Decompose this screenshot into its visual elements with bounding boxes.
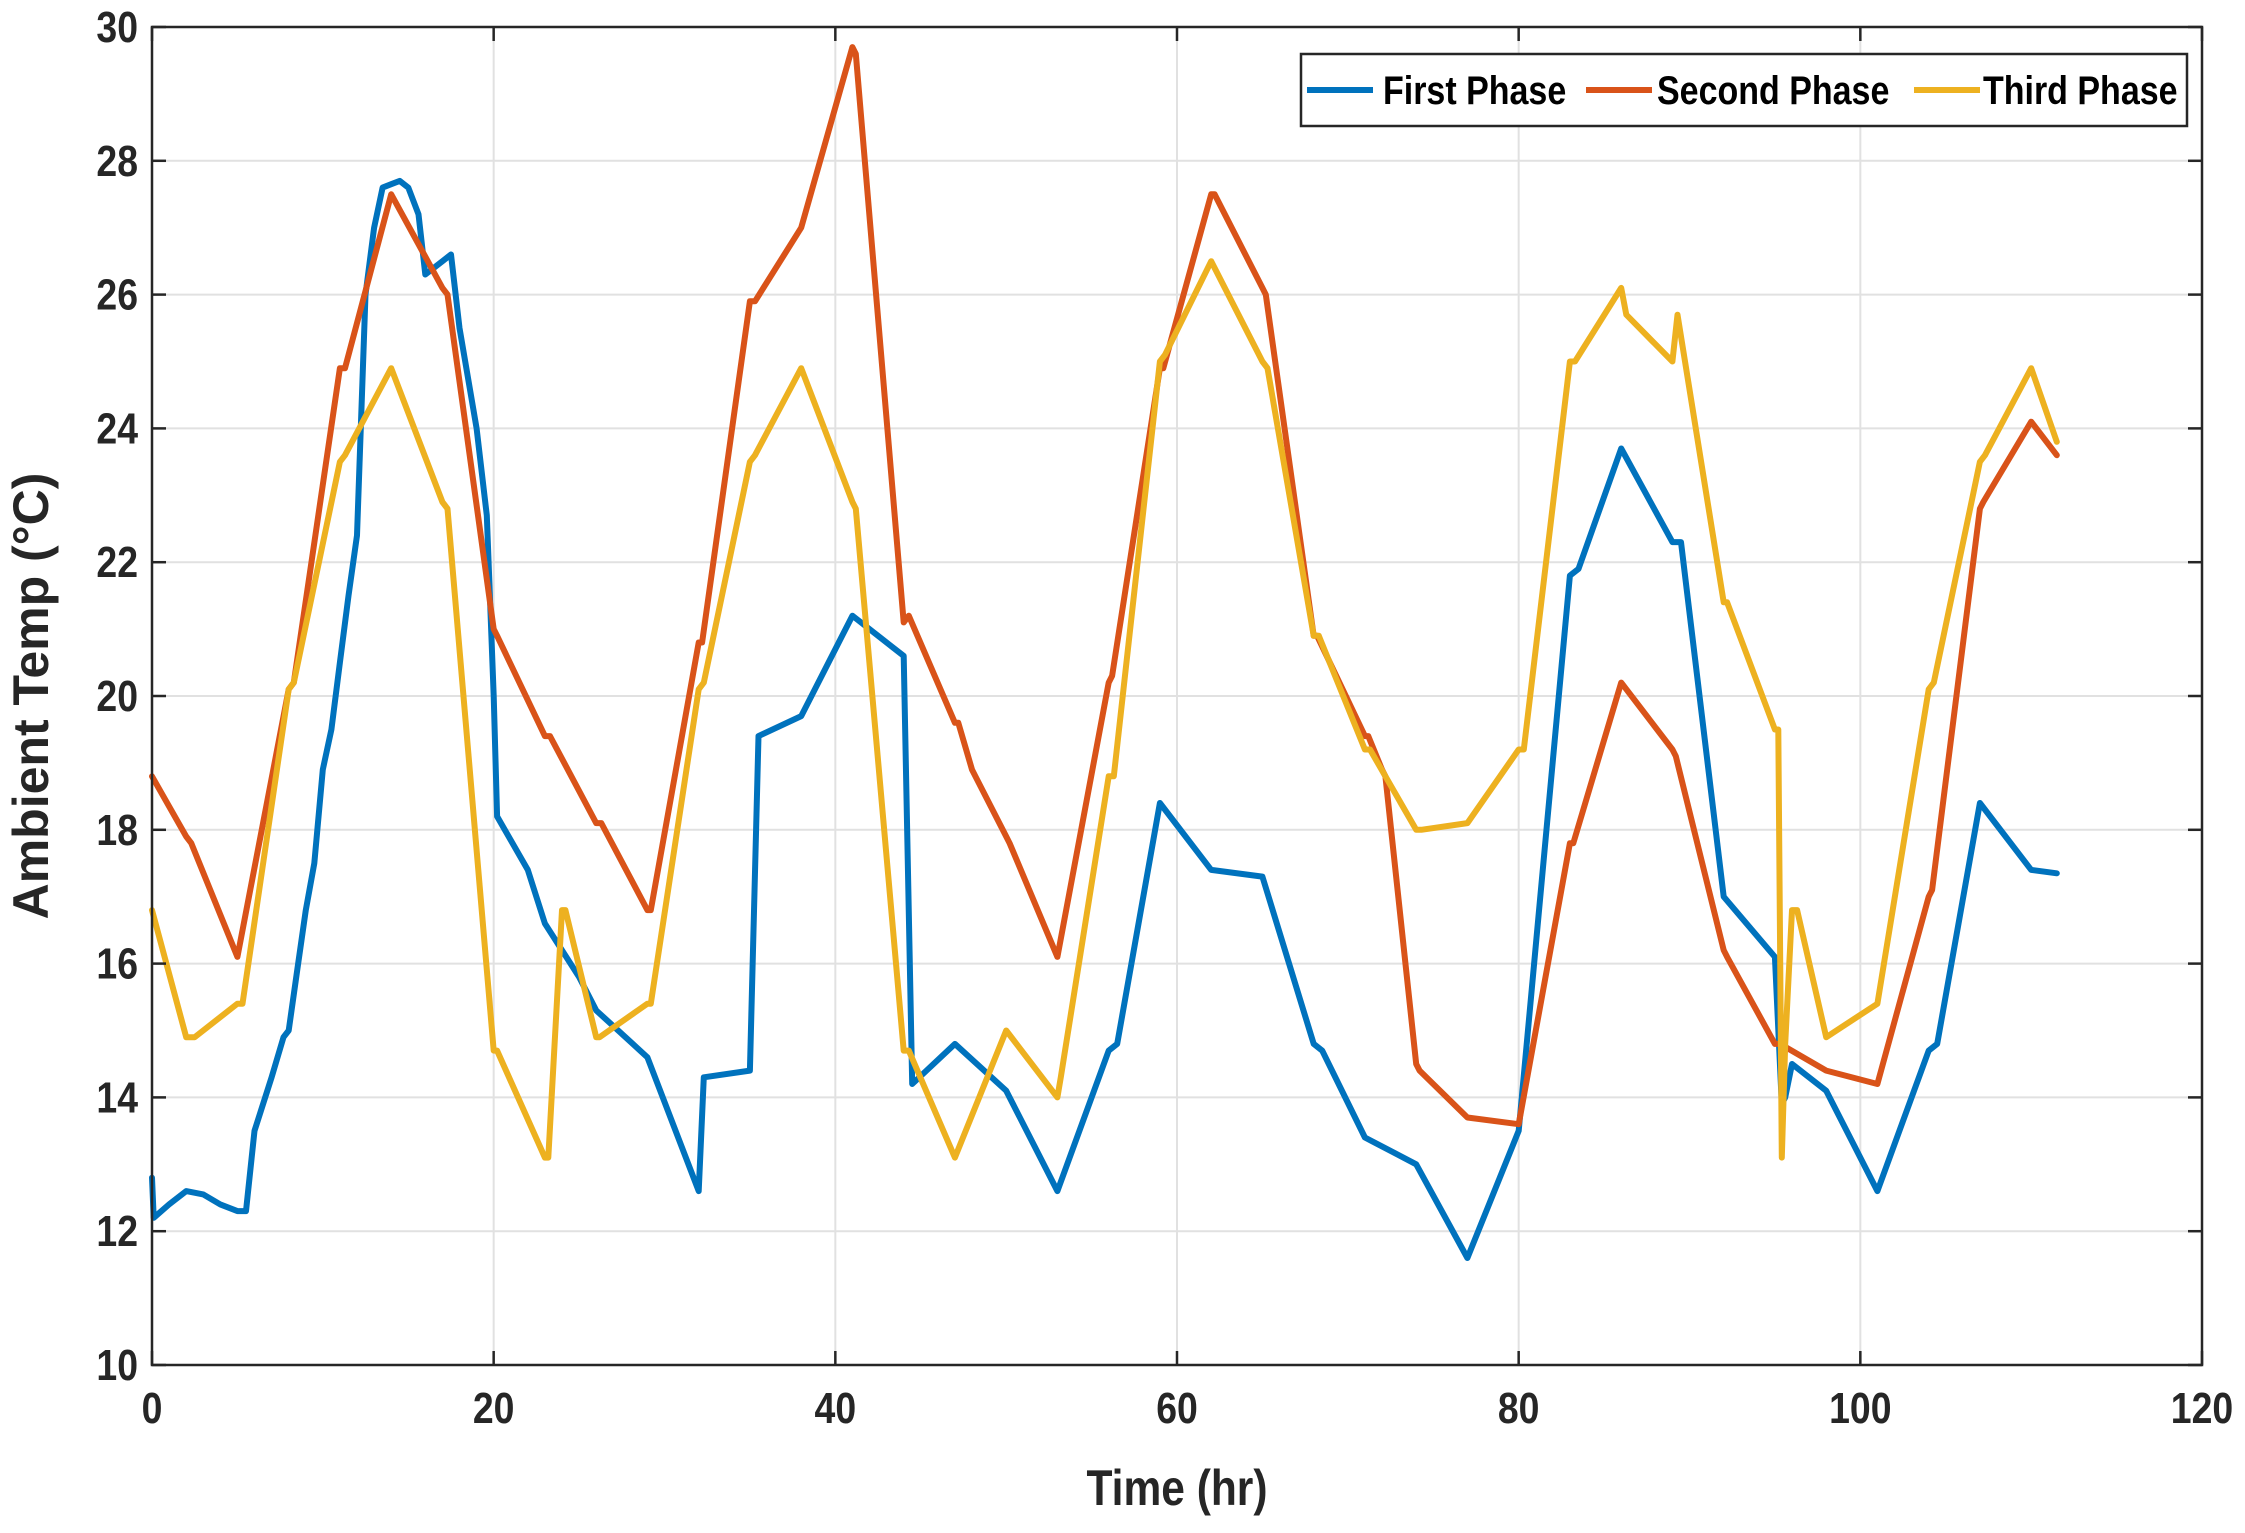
legend-box: [1299, 52, 2189, 128]
y-tick-label: 14: [96, 1073, 138, 1123]
x-axis-title: Time (hr): [1086, 1460, 1267, 1516]
x-tick-label: 100: [1829, 1383, 1891, 1433]
x-tick-label: 60: [1156, 1383, 1198, 1433]
legend-label-3: Third Phase: [1983, 67, 2178, 112]
legend: First Phase Second Phase Third Phase: [1299, 52, 2189, 128]
x-tick-label: 20: [473, 1383, 515, 1433]
gridlines: [152, 27, 2202, 1365]
series-line-3: [149, 258, 2060, 1161]
tick-labels: 0 20 40 60 80 100 120 10 12 14 16 18 20 22 24 26 28 30: [96, 2, 2233, 1433]
y-axis-title: Ambient Temp (°C): [3, 473, 59, 920]
y-tick-label: 10: [96, 1340, 138, 1390]
y-tick-label: 24: [96, 404, 138, 454]
series-line-2: [149, 44, 2060, 1128]
axes: [150, 25, 2204, 1367]
x-tick-label: 40: [815, 1383, 857, 1433]
y-tick-label: 16: [96, 939, 138, 989]
y-tick-label: 20: [96, 671, 138, 721]
y-tick-label: 26: [96, 270, 138, 320]
series-line-1: [149, 177, 2060, 1261]
y-tick-label: 12: [96, 1206, 138, 1256]
y-tick-label: 30: [96, 2, 138, 52]
x-tick-label: 80: [1498, 1383, 1540, 1433]
x-tick-label: 120: [2171, 1383, 2233, 1433]
legend-label-1: First Phase: [1383, 67, 1566, 112]
y-tick-label: 18: [96, 805, 138, 855]
series-lines: [149, 44, 2060, 1261]
y-tick-label: 28: [96, 136, 138, 186]
x-tick-label: 0: [142, 1383, 163, 1433]
y-tick-label: 22: [96, 537, 138, 587]
legend-label-2: Second Phase: [1657, 67, 1889, 112]
